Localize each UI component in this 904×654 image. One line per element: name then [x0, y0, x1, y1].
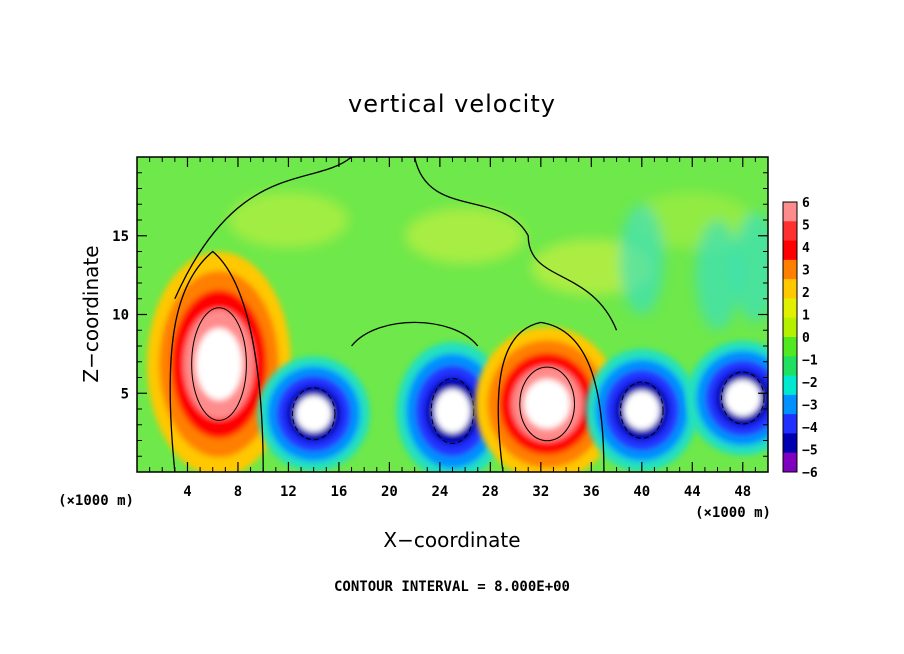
updraft-cell	[147, 251, 292, 472]
zero-contours	[169, 157, 618, 472]
x-tick-label: 24	[431, 484, 448, 500]
y-tick-label: 10	[112, 308, 129, 324]
chart-title: vertical velocity	[348, 90, 556, 118]
colorbar-tick-label: −1	[802, 354, 818, 369]
colorbar-swatch	[783, 298, 797, 319]
downdraft-shading	[396, 341, 509, 472]
x-unit-left: (×1000 m)	[58, 493, 134, 509]
y-axis-label: Z−coordinate	[79, 245, 103, 382]
downdraft-cell	[585, 348, 698, 472]
colorbar-swatch	[783, 259, 797, 280]
zero-contour-line	[497, 321, 605, 472]
contour-band	[724, 379, 761, 417]
zero-contour-line	[174, 157, 352, 300]
x-tick-label: 32	[532, 484, 549, 500]
colorbar-tick-label: 4	[802, 241, 810, 256]
colorbar: 6 5 4 3 2 1 0 −1 −2 −3 −4 −5 −6	[782, 196, 818, 481]
downdraft-cell	[396, 341, 509, 472]
x-tick-label: 44	[684, 484, 701, 500]
colorbar-tick-label: 0	[802, 331, 810, 346]
colorbar-tick-label: 1	[802, 309, 810, 324]
colorbar-swatch	[783, 279, 797, 299]
plot-area	[137, 157, 768, 472]
colorbar-swatch	[783, 202, 797, 222]
x-tick-label: 28	[482, 484, 499, 500]
colorbar-swatch	[783, 452, 797, 473]
upper-field-texture	[228, 192, 768, 331]
colorbar-swatch	[783, 414, 797, 434]
zero-contour-line	[351, 321, 479, 347]
colorbar-swatch	[783, 394, 797, 415]
downdraft-cell	[257, 356, 370, 471]
x-tick-label: 4	[183, 484, 191, 500]
colorbar-tick-label: −6	[802, 466, 818, 481]
zero-contour-line	[414, 157, 618, 331]
contour-band	[623, 390, 660, 430]
colorbar-swatch	[783, 317, 797, 338]
cyan-streak	[733, 212, 768, 323]
colorbar-tick-label: 3	[802, 264, 810, 279]
colorbar-tick-label: −5	[802, 444, 818, 459]
cyan-streak	[619, 204, 664, 315]
downdraft-cell	[686, 340, 768, 456]
x-tick-label: 48	[734, 484, 751, 500]
contour-line	[430, 377, 475, 444]
x-axis-ticks: 4 8 12 16 20 24 28 32 36 40 44 48	[149, 157, 756, 500]
contour-band	[195, 328, 243, 401]
contour-line	[291, 387, 336, 441]
colorbar-swatch	[783, 356, 797, 377]
contour-interval-note: CONTOUR INTERVAL = 8.000E+00	[334, 579, 570, 595]
contour-line	[720, 371, 765, 425]
colorbar-tick-label: −2	[802, 376, 818, 391]
contour-line	[519, 366, 576, 442]
colorbar-swatch	[783, 433, 797, 454]
updraft-shading	[147, 251, 292, 472]
downdraft-shading	[257, 356, 370, 471]
light-patch	[228, 192, 349, 248]
colorbar-swatch	[783, 240, 797, 261]
colorbar-swatch	[783, 221, 797, 242]
colorbar-tick-label: 5	[802, 219, 810, 234]
x-tick-label: 12	[280, 484, 297, 500]
light-patch	[405, 207, 526, 264]
colorbar-swatch	[783, 375, 797, 396]
contour-line	[191, 307, 247, 421]
contour-band	[434, 388, 471, 434]
cyan-streak	[695, 220, 740, 331]
x-tick-label: 20	[381, 484, 398, 500]
updraft-shading	[475, 326, 620, 472]
field-features	[147, 157, 768, 472]
x-tick-label: 40	[633, 484, 650, 500]
updraft-cell	[475, 326, 620, 472]
colorbar-tick-label: 6	[802, 196, 810, 211]
colorbar-tick-label: 2	[802, 286, 810, 301]
x-tick-label: 36	[583, 484, 600, 500]
y-tick-label: 5	[121, 386, 129, 402]
y-tick-label: 15	[112, 229, 129, 245]
x-tick-label: 16	[330, 484, 347, 500]
downdraft-shading	[585, 348, 698, 472]
contour-band	[524, 379, 571, 429]
x-axis-label: X−coordinate	[383, 528, 520, 552]
colorbar-swatch	[783, 337, 797, 357]
colorbar-tick-label: −4	[802, 421, 818, 436]
contour-line	[620, 381, 664, 439]
y-axis-ticks: 5 10 15	[112, 172, 768, 457]
colorbar-tick-label: −3	[802, 399, 818, 414]
x-tick-label: 8	[234, 484, 242, 500]
zero-contour-line	[169, 250, 264, 472]
downdraft-shading	[686, 340, 768, 456]
contour-band	[295, 395, 332, 433]
x-unit-right: (×1000 m)	[695, 505, 771, 521]
colorbar-frame	[782, 201, 798, 473]
